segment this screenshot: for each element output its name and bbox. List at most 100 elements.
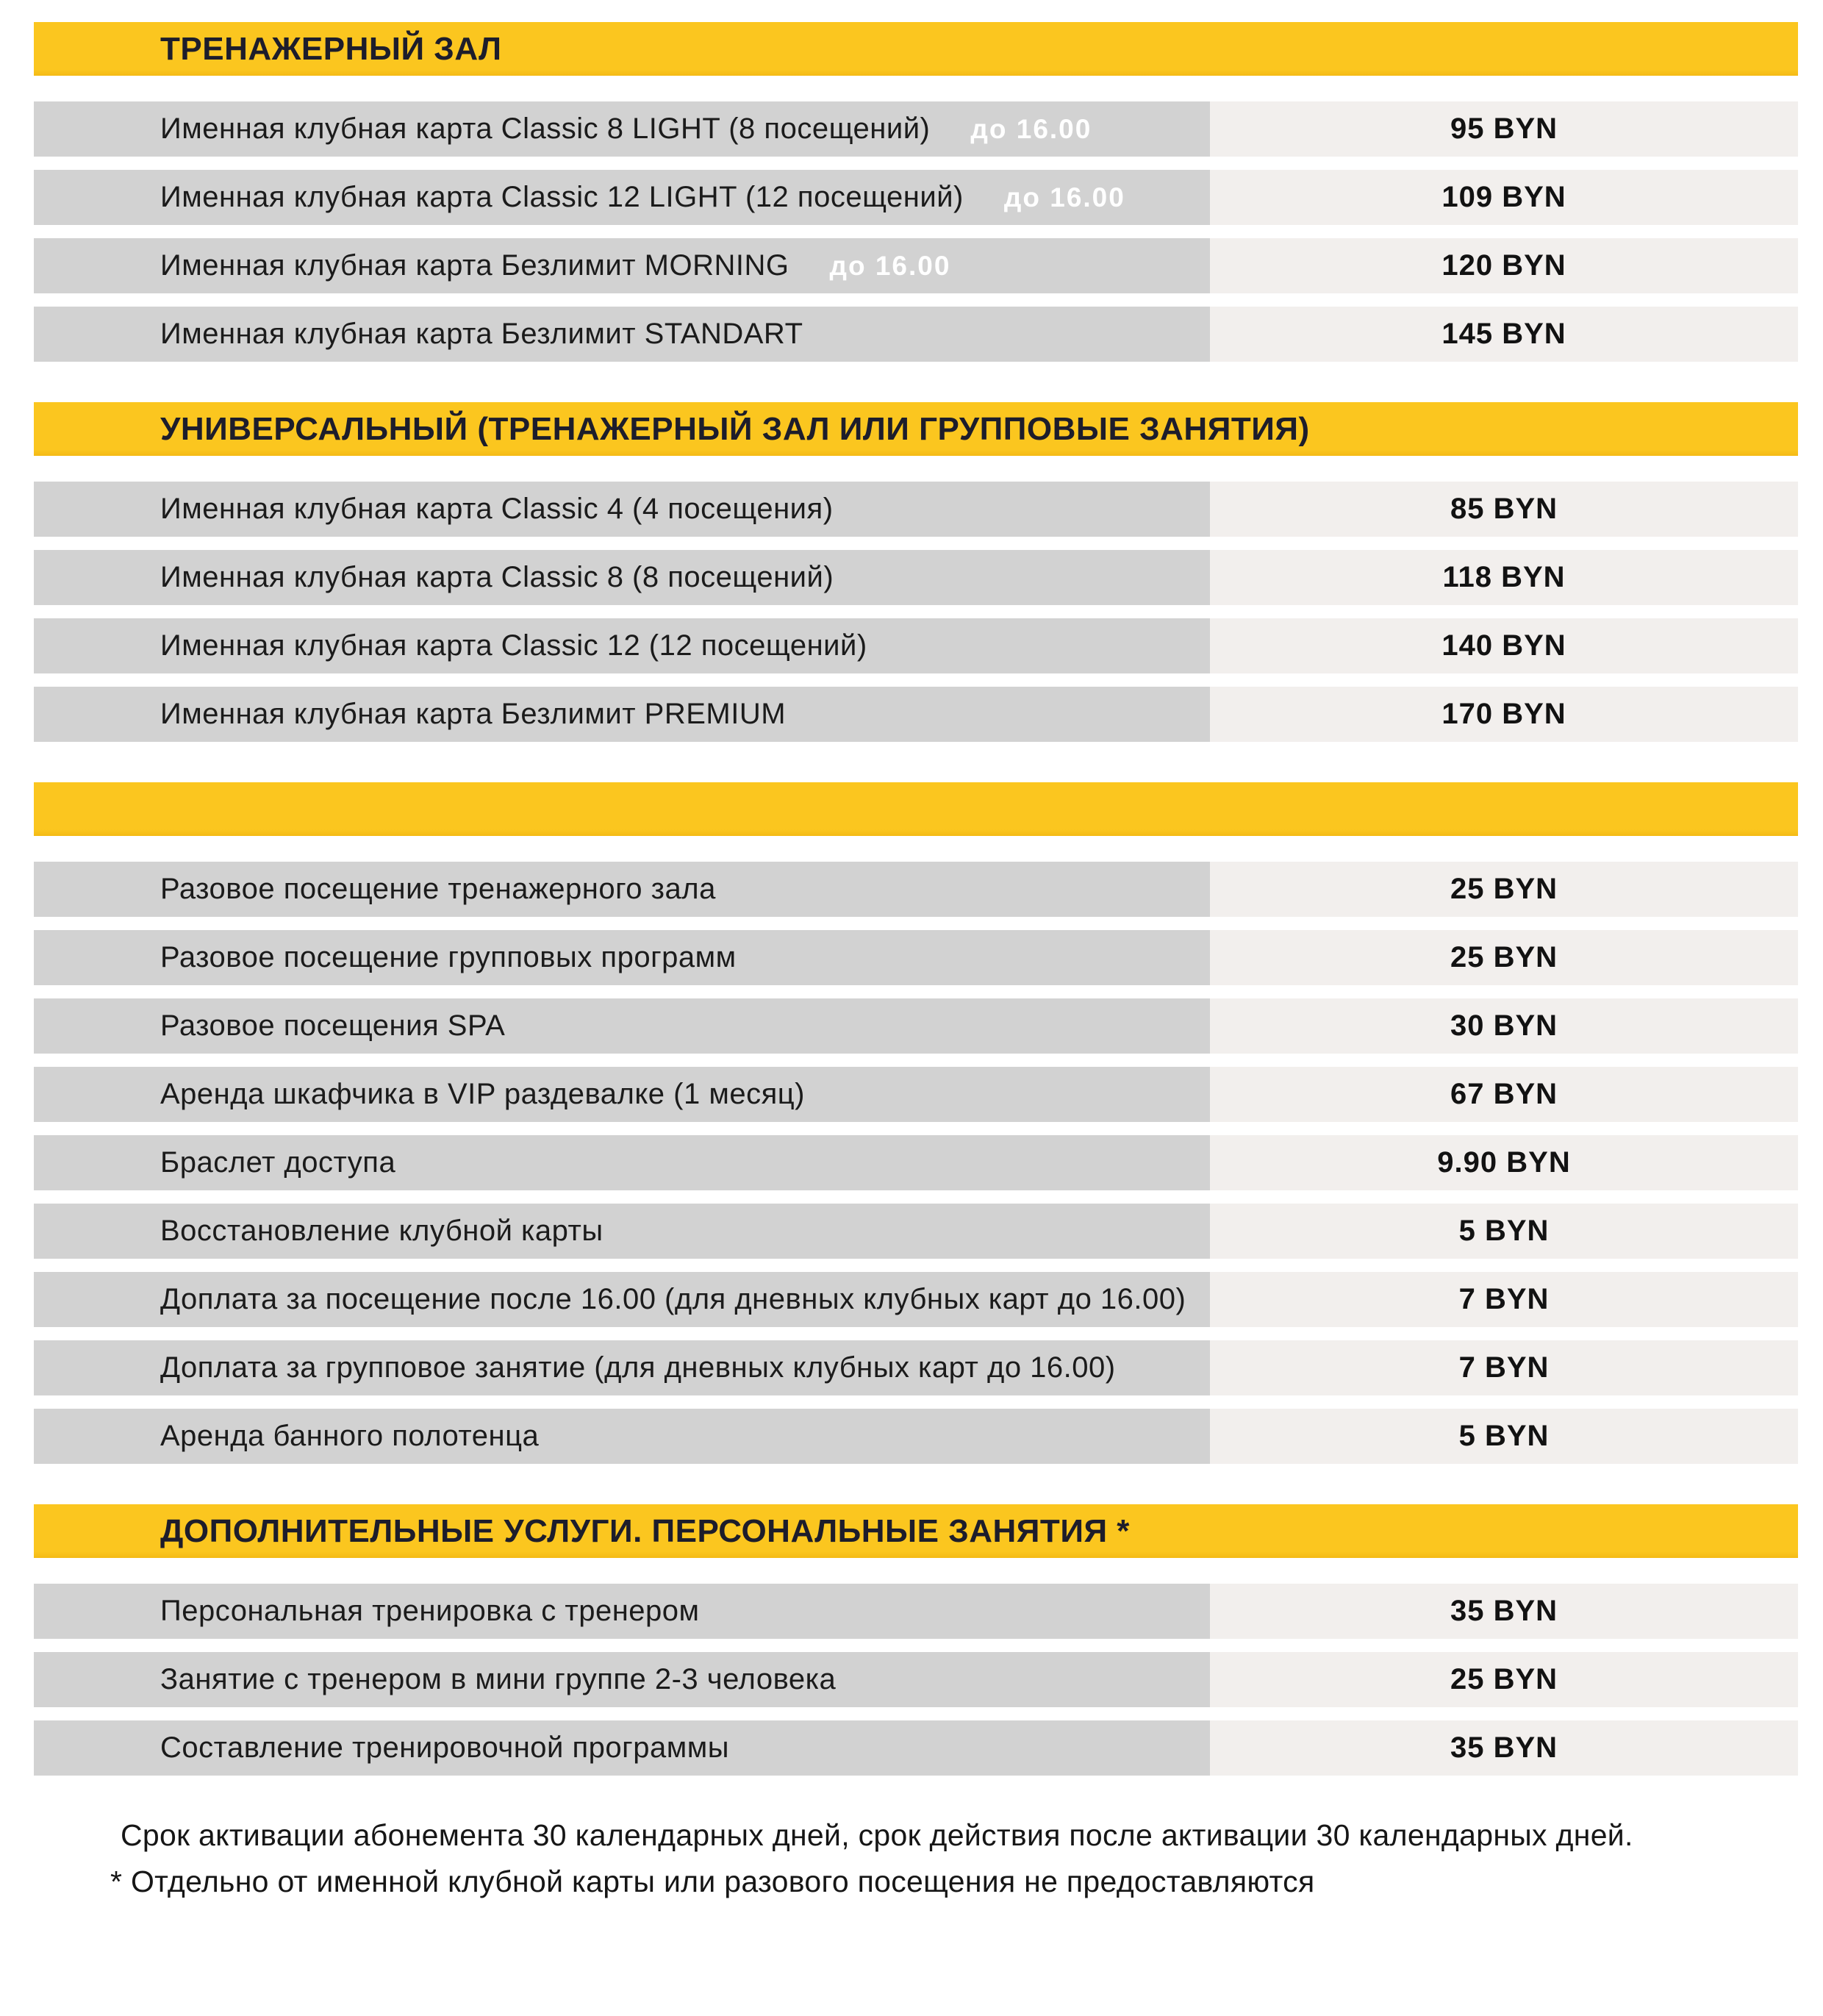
footer-notes: Срок активации абонемента 30 календарных… [110, 1818, 1823, 1899]
price-value: 145 BYN [1441, 318, 1566, 350]
service-label: Аренда банного полотенца [160, 1420, 540, 1452]
price-cell: 5 BYN [1210, 1409, 1798, 1464]
service-cell: Именная клубная карта Безлимит STANDART [34, 307, 1210, 362]
price-section: УНИВЕРСАЛЬНЫЙ (ТРЕНАЖЕРНЫЙ ЗАЛ ИЛИ ГРУПП… [0, 402, 1823, 742]
price-value: 140 BYN [1441, 629, 1566, 662]
price-row: Разовое посещение групповых программ 25 … [34, 930, 1798, 985]
service-cell: Именная клубная карта Classic 8 LIGHT (8… [34, 101, 1210, 157]
price-row: Разовое посещения SPA 30 BYN [34, 998, 1798, 1054]
price-section: ТРЕНАЖЕРНЫЙ ЗАЛ Именная клубная карта Cl… [0, 22, 1823, 362]
service-label: Именная клубная карта Безлимит MORNING [160, 249, 789, 282]
price-cell: 35 BYN [1210, 1720, 1798, 1776]
time-limit-badge: до 16.00 [829, 250, 951, 281]
price-section: Разовое посещение тренажерного зала 25 B… [0, 782, 1823, 1464]
price-cell: 7 BYN [1210, 1340, 1798, 1395]
time-limit-badge: до 16.00 [970, 113, 1092, 144]
service-cell: Разовое посещения SPA [34, 998, 1210, 1054]
price-row: Именная клубная карта Безлимит MORNING д… [34, 238, 1798, 293]
section-rows: Именная клубная карта Classic 8 LIGHT (8… [0, 101, 1823, 362]
service-cell: Персональная тренировка с тренером [34, 1584, 1210, 1639]
service-label: Именная клубная карта Classic 8 (8 посещ… [160, 561, 834, 593]
service-cell: Составление тренировочной программы [34, 1720, 1210, 1776]
service-cell: Браслет доступа [34, 1135, 1210, 1190]
price-cell: 67 BYN [1210, 1067, 1798, 1122]
section-header-bar: ТРЕНАЖЕРНЫЙ ЗАЛ [34, 22, 1798, 76]
service-cell: Именная клубная карта Classic 12 (12 пос… [34, 618, 1210, 673]
price-cell: 109 BYN [1210, 170, 1798, 225]
price-cell: 9.90 BYN [1210, 1135, 1798, 1190]
section-title: ТРЕНАЖЕРНЫЙ ЗАЛ [160, 30, 502, 67]
price-cell: 118 BYN [1210, 550, 1798, 605]
price-cell: 25 BYN [1210, 862, 1798, 917]
price-value: 30 BYN [1450, 1009, 1558, 1042]
price-row: Именная клубная карта Безлимит PREMIUM 1… [34, 687, 1798, 742]
service-label: Именная клубная карта Classic 4 (4 посещ… [160, 493, 834, 525]
price-row: Составление тренировочной программы 35 B… [34, 1720, 1798, 1776]
service-cell: Именная клубная карта Безлимит PREMIUM [34, 687, 1210, 742]
price-value: 85 BYN [1450, 493, 1558, 525]
service-label: Именная клубная карта Безлимит PREMIUM [160, 698, 787, 730]
price-row: Браслет доступа 9.90 BYN [34, 1135, 1798, 1190]
service-cell: Занятие с тренером в мини группе 2-3 чел… [34, 1652, 1210, 1707]
section-title: ДОПОЛНИТЕЛЬНЫЕ УСЛУГИ. ПЕРСОНАЛЬНЫЕ ЗАНЯ… [160, 1512, 1130, 1549]
service-label: Доплата за групповое занятие (для дневны… [160, 1351, 1116, 1384]
service-label: Занятие с тренером в мини группе 2-3 чел… [160, 1663, 837, 1695]
service-label: Разовое посещения SPA [160, 1009, 506, 1042]
price-row: Занятие с тренером в мини группе 2-3 чел… [34, 1652, 1798, 1707]
price-cell: 145 BYN [1210, 307, 1798, 362]
price-cell: 120 BYN [1210, 238, 1798, 293]
time-limit-badge: до 16.00 [1003, 182, 1125, 212]
price-value: 7 BYN [1458, 1351, 1550, 1384]
service-label: Составление тренировочной программы [160, 1731, 729, 1764]
price-row: Именная клубная карта Classic 12 (12 пос… [34, 618, 1798, 673]
price-value: 5 BYN [1458, 1420, 1550, 1452]
price-row: Именная клубная карта Classic 12 LIGHT (… [34, 170, 1798, 225]
price-row: Доплата за посещение после 16.00 (для дн… [34, 1272, 1798, 1327]
section-header-bar: ДОПОЛНИТЕЛЬНЫЕ УСЛУГИ. ПЕРСОНАЛЬНЫЕ ЗАНЯ… [34, 1504, 1798, 1558]
price-cell: 140 BYN [1210, 618, 1798, 673]
price-row: Именная клубная карта Безлимит STANDART … [34, 307, 1798, 362]
service-cell: Именная клубная карта Безлимит MORNING д… [34, 238, 1210, 293]
price-value: 25 BYN [1450, 1663, 1558, 1695]
footer-note-activation: Срок активации абонемента 30 календарных… [121, 1818, 1633, 1852]
section-rows: Персональная тренировка с тренером 35 BY… [0, 1584, 1823, 1776]
service-cell: Разовое посещение групповых программ [34, 930, 1210, 985]
service-label: Разовое посещение групповых программ [160, 941, 737, 973]
price-cell: 30 BYN [1210, 998, 1798, 1054]
price-row: Именная клубная карта Classic 8 LIGHT (8… [34, 101, 1798, 157]
price-row: Разовое посещение тренажерного зала 25 B… [34, 862, 1798, 917]
price-value: 35 BYN [1450, 1731, 1558, 1764]
service-label: Именная клубная карта Classic 12 LIGHT (… [160, 181, 964, 213]
price-cell: 7 BYN [1210, 1272, 1798, 1327]
price-value: 35 BYN [1450, 1595, 1558, 1627]
price-row: Доплата за групповое занятие (для дневны… [34, 1340, 1798, 1395]
price-row: Именная клубная карта Classic 4 (4 посещ… [34, 482, 1798, 537]
service-label: Разовое посещение тренажерного зала [160, 873, 716, 905]
section-header-bar: УНИВЕРСАЛЬНЫЙ (ТРЕНАЖЕРНЫЙ ЗАЛ ИЛИ ГРУПП… [34, 402, 1798, 456]
service-cell: Доплата за посещение после 16.00 (для дн… [34, 1272, 1210, 1327]
price-value: 5 BYN [1458, 1215, 1550, 1247]
price-row: Аренда шкафчика в VIP раздевалке (1 меся… [34, 1067, 1798, 1122]
price-value: 118 BYN [1442, 561, 1566, 593]
service-cell: Аренда шкафчика в VIP раздевалке (1 меся… [34, 1067, 1210, 1122]
service-cell: Именная клубная карта Classic 8 (8 посещ… [34, 550, 1210, 605]
price-value: 120 BYN [1441, 249, 1566, 282]
section-header-bar [34, 782, 1798, 836]
service-label: Именная клубная карта Classic 8 LIGHT (8… [160, 112, 931, 145]
price-cell: 85 BYN [1210, 482, 1798, 537]
section-title: УНИВЕРСАЛЬНЫЙ (ТРЕНАЖЕРНЫЙ ЗАЛ ИЛИ ГРУПП… [160, 410, 1310, 447]
service-cell: Именная клубная карта Classic 12 LIGHT (… [34, 170, 1210, 225]
service-cell: Аренда банного полотенца [34, 1409, 1210, 1464]
price-row: Персональная тренировка с тренером 35 BY… [34, 1584, 1798, 1639]
section-rows: Разовое посещение тренажерного зала 25 B… [0, 862, 1823, 1464]
price-row: Именная клубная карта Classic 8 (8 посещ… [34, 550, 1798, 605]
service-label: Доплата за посещение после 16.00 (для дн… [160, 1283, 1186, 1315]
price-cell: 5 BYN [1210, 1204, 1798, 1259]
price-value: 25 BYN [1450, 873, 1558, 905]
price-section: ДОПОЛНИТЕЛЬНЫЕ УСЛУГИ. ПЕРСОНАЛЬНЫЕ ЗАНЯ… [0, 1504, 1823, 1776]
price-value: 170 BYN [1441, 698, 1566, 730]
footer-note-asterisk: * Отдельно от именной клубной карты или … [110, 1865, 1315, 1898]
price-value: 25 BYN [1450, 941, 1558, 973]
service-cell: Доплата за групповое занятие (для дневны… [34, 1340, 1210, 1395]
